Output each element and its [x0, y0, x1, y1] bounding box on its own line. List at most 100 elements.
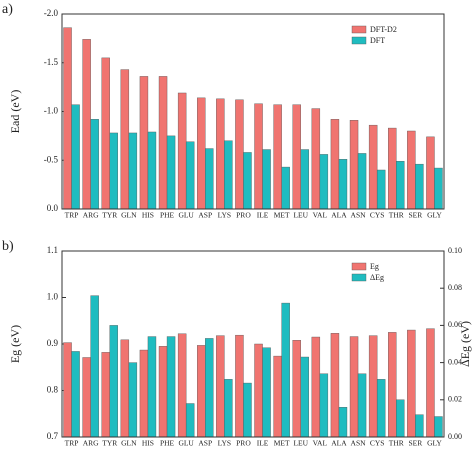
bar: [434, 416, 443, 438]
bar: [349, 120, 359, 210]
bar: [82, 357, 91, 438]
bar: [158, 76, 168, 210]
x-tick-label: GLY: [427, 439, 442, 448]
bar: [254, 103, 263, 210]
x-tick-label: MET: [274, 211, 290, 220]
bar: [63, 27, 72, 210]
bar: [426, 328, 435, 438]
bar: [376, 379, 386, 438]
x-tick-label: ASN: [351, 439, 367, 448]
bar: [330, 119, 340, 210]
y-tick-label: -1.0: [44, 106, 59, 116]
legend-swatch: [351, 36, 367, 45]
y-axis-title: Ead (eV): [8, 90, 22, 134]
bar: [388, 127, 397, 210]
y-tick-label: -1.5: [44, 57, 59, 67]
bar: [120, 339, 130, 438]
bar: [254, 343, 263, 438]
y2-tick-label: 0.08: [448, 283, 462, 292]
bar: [262, 347, 271, 438]
legend-swatch: [351, 262, 367, 271]
x-tick-label: GLY: [427, 211, 442, 220]
bar: [120, 69, 130, 210]
y-tick-label: 1.1: [47, 245, 58, 255]
x-tick-label: PRO: [236, 211, 251, 220]
bar: [90, 119, 99, 210]
x-tick-label: LYS: [218, 211, 231, 220]
bar: [281, 166, 290, 210]
panel-label: a): [2, 2, 13, 17]
x-tick-label: PHE: [160, 211, 175, 220]
y-tick-label: 0.9: [47, 338, 59, 348]
x-tick-label: TYR: [102, 439, 117, 448]
x-tick-label: TRP: [65, 439, 79, 448]
bar: [396, 161, 405, 210]
x-tick-label: TYR: [102, 211, 117, 220]
bar: [185, 141, 195, 210]
bar: [281, 302, 290, 438]
x-tick-label: ILE: [257, 211, 269, 220]
bar: [235, 334, 244, 438]
y-tick-label: -0.5: [44, 154, 59, 164]
bar: [109, 132, 118, 210]
bar: [205, 338, 214, 438]
x-tick-label: GLU: [178, 211, 194, 220]
x-tick-label: ILE: [257, 439, 269, 448]
x-tick-label: ARG: [83, 439, 99, 448]
y-tick-label: 1.0: [47, 292, 59, 302]
bar: [262, 149, 271, 210]
y2-tick-label: 0.06: [448, 320, 462, 329]
bar: [177, 333, 187, 438]
bar: [82, 39, 91, 210]
bar: [128, 362, 138, 438]
x-tick-label: ASN: [351, 211, 367, 220]
x-tick-label: ARG: [83, 211, 99, 220]
x-tick-label: CYS: [370, 439, 385, 448]
bar: [216, 98, 225, 210]
bar: [205, 148, 214, 210]
x-tick-label: VAL: [313, 439, 328, 448]
bar: [368, 124, 378, 210]
y2-tick-label: 0.10: [448, 246, 462, 255]
bar: [166, 336, 176, 438]
x-tick-label: SER: [408, 439, 422, 448]
bar: [319, 154, 329, 210]
bar: [197, 345, 206, 438]
bar: [90, 295, 99, 438]
bar: [388, 332, 397, 438]
bar: [426, 136, 435, 210]
y-axis-title: Eg (eV): [8, 325, 22, 363]
y2-tick-label: 0.04: [448, 357, 462, 366]
bar: [224, 140, 233, 210]
legend-label: ΔEg: [370, 273, 384, 282]
bar: [235, 99, 244, 210]
x-tick-label: GLN: [121, 439, 137, 448]
bar: [311, 336, 321, 438]
bar: [177, 92, 187, 210]
bar: [109, 325, 118, 438]
x-tick-label: ASP: [198, 439, 212, 448]
plot-frame: [61, 13, 445, 210]
bar: [407, 329, 416, 438]
bar: [376, 169, 386, 210]
bar: [101, 352, 110, 438]
bar: [338, 407, 348, 438]
bar: [71, 351, 80, 438]
y-tick-label: 0.8: [47, 385, 59, 395]
y2-tick-label: 0.02: [448, 395, 462, 404]
legend-label: Eg: [370, 262, 379, 271]
bar: [357, 153, 367, 210]
x-tick-label: VAL: [313, 211, 328, 220]
y2-axis-title: ΔEg (eV): [458, 321, 472, 367]
x-tick-label: TRP: [65, 211, 79, 220]
bar: [311, 108, 321, 210]
bar: [396, 399, 405, 438]
bar: [158, 346, 168, 438]
x-tick-label: ALA: [331, 211, 347, 220]
x-tick-label: ALA: [331, 439, 347, 448]
x-tick-label: CYS: [370, 211, 385, 220]
bar: [63, 342, 72, 438]
bar: [415, 414, 424, 438]
bar: [368, 335, 378, 438]
x-tick-label: GLN: [121, 211, 137, 220]
